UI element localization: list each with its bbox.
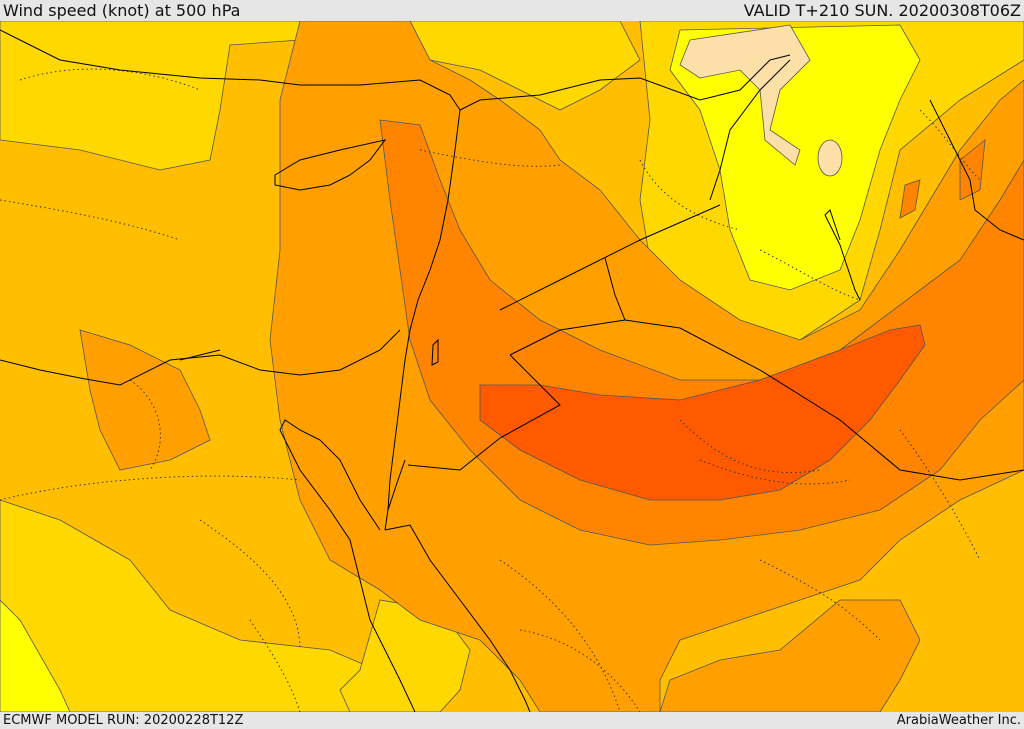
field-light-orange-west: [79, 329, 211, 471]
field-pale-yellow-sw: [0, 599, 71, 712]
dotted-contours: [0, 68, 981, 712]
bottom-bar: ECMWF MODEL RUN: 20200228T12Z ArabiaWeat…: [0, 712, 1024, 729]
borders: [179, 54, 1024, 481]
field-dark-orange-core: [479, 324, 926, 501]
top-bar: Wind speed (knot) at 500 hPa VALID T+210…: [0, 0, 1024, 21]
map-title: Wind speed (knot) at 500 hPa: [3, 1, 241, 20]
field-lightest: [679, 24, 811, 166]
field-light-orange-se: [659, 599, 921, 712]
model-run: ECMWF MODEL RUN: 20200228T12Z: [3, 713, 244, 728]
coastlines: [0, 29, 1024, 712]
field-yellow-n: [409, 21, 641, 111]
field-light-orange-band: [269, 21, 1024, 712]
wind-speed-map: [0, 21, 1024, 712]
valid-time: VALID T+210 SUN. 20200308T06Z: [743, 1, 1021, 20]
field-orange-east-streak-2: [899, 179, 921, 219]
field-orange-east-streak: [959, 139, 986, 201]
field-lightest-spot: [817, 139, 843, 177]
credit: ArabiaWeather Inc.: [896, 713, 1021, 728]
field-yellow-sw: [0, 499, 411, 712]
